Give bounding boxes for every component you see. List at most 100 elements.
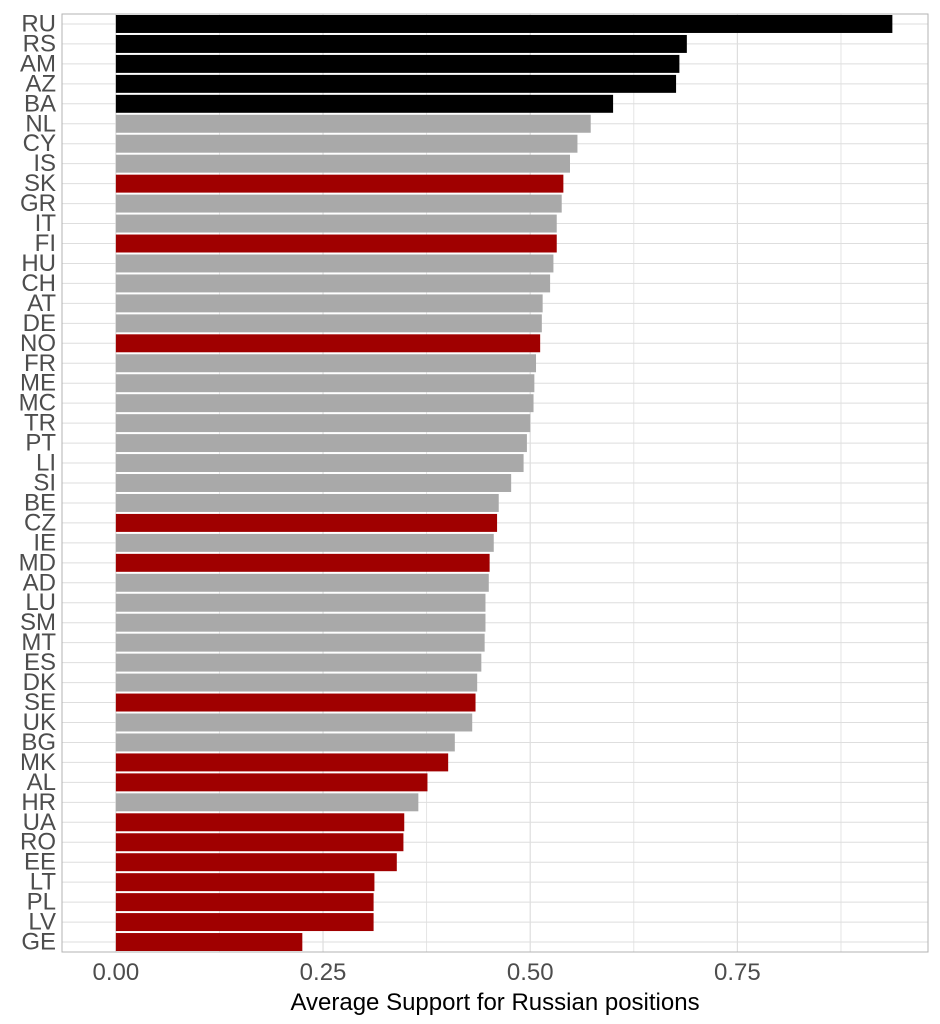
y-tick-label: RO [20,829,56,856]
y-tick-label: IE [33,529,56,556]
y-tick-label: GE [21,929,56,956]
y-tick-label: NL [25,110,56,137]
bar-ch [115,274,551,293]
bars [115,14,893,952]
y-tick-label: FI [35,230,56,257]
y-tick-label: LI [36,450,56,477]
y-tick-label: CY [23,130,56,157]
x-tick-label: 0.25 [300,959,347,986]
y-tick-label: SE [24,689,56,716]
x-tick-label: 0.75 [714,959,761,986]
y-tick-label: CZ [24,509,56,536]
bar-gr [115,194,562,213]
bar-no [115,334,541,353]
bar-es [115,653,482,672]
x-tick-labels: 0.00 0.25 0.50 0.75 [93,959,761,986]
bar-ad [115,573,489,592]
x-tick-label: 0.00 [93,959,140,986]
bar-si [115,474,512,492]
bar-ua [115,813,405,832]
bar-mc [115,394,534,413]
bar-pl [115,893,374,912]
y-tick-label: GR [20,190,56,217]
bar-li [115,454,524,473]
bar-fr [115,354,537,373]
y-tick-label: AZ [25,70,56,97]
y-tick-label: AD [23,569,56,596]
y-tick-label: MC [19,390,56,417]
bar-sm [115,613,486,632]
y-tick-label: EE [24,849,56,876]
y-tick-label: HU [21,250,56,277]
y-tick-label: RU [21,10,56,37]
bar-sk [115,174,564,193]
y-tick-label: HR [21,789,56,816]
y-tick-label: PT [25,430,56,457]
y-tick-label: SI [33,470,56,497]
y-tick-label: MK [20,749,56,776]
bar-mt [115,633,485,652]
y-tick-label: UK [23,709,56,736]
y-tick-label: BG [21,729,56,756]
bar-rs [115,34,687,53]
bar-tr [115,414,531,433]
y-tick-label: DK [23,669,56,696]
y-tick-label: TR [24,410,56,437]
bar-ee [115,853,397,872]
bar-az [115,74,677,93]
bar-ge [115,933,303,952]
bar-is [115,154,570,173]
bar-se [115,693,476,712]
bar-cy [115,134,578,153]
y-tick-label: SK [24,170,56,197]
y-tick-label: LU [25,589,56,616]
y-tick-label: FR [24,350,56,377]
bar-ro [115,833,404,852]
bar-ie [115,533,494,552]
bar-fi [115,234,557,253]
bar-md [115,553,490,572]
bar-lt [115,873,375,892]
y-tick-label: DE [23,310,56,337]
bar-me [115,374,535,393]
y-tick-labels: RURSAMAZBANLCYISSKGRITFIHUCHATDENOFRMEMC… [19,10,57,955]
bar-at [115,294,543,313]
bar-be [115,493,499,512]
bar-pt [115,434,527,453]
bar-cz [115,513,498,532]
x-axis-title: Average Support for Russian positions [290,989,699,1016]
bar-al [115,773,428,792]
y-tick-label: ES [24,649,56,676]
y-tick-label: ME [20,370,56,397]
panel-border [61,13,929,953]
bar-lu [115,593,486,612]
bar-it [115,214,557,233]
bar-am [115,54,680,73]
bar-hr [115,793,419,812]
y-tick-label: PL [27,889,56,916]
y-tick-label: IS [33,150,56,177]
bar-mk [115,753,449,772]
y-tick-label: NO [20,330,56,357]
y-tick-label: BA [24,90,56,117]
bar-bg [115,733,455,752]
y-tick-label: LV [28,909,56,936]
bar-de [115,314,542,333]
y-tick-label: MD [19,549,56,576]
y-tick-label: AT [27,290,56,317]
bar-lv [115,913,374,932]
bar-uk [115,713,473,732]
bar-ba [115,94,614,113]
y-tick-label: UA [23,809,56,836]
y-tick-label: MT [21,629,56,656]
bar-hu [115,254,554,273]
y-tick-label: AM [20,50,56,77]
y-tick-label: RS [23,30,56,57]
y-tick-label: BE [24,489,56,516]
y-tick-label: CH [21,270,56,297]
bar-nl [115,114,591,133]
x-tick-label: 0.50 [507,959,554,986]
y-tick-label: IT [35,210,57,237]
bar-dk [115,673,478,692]
